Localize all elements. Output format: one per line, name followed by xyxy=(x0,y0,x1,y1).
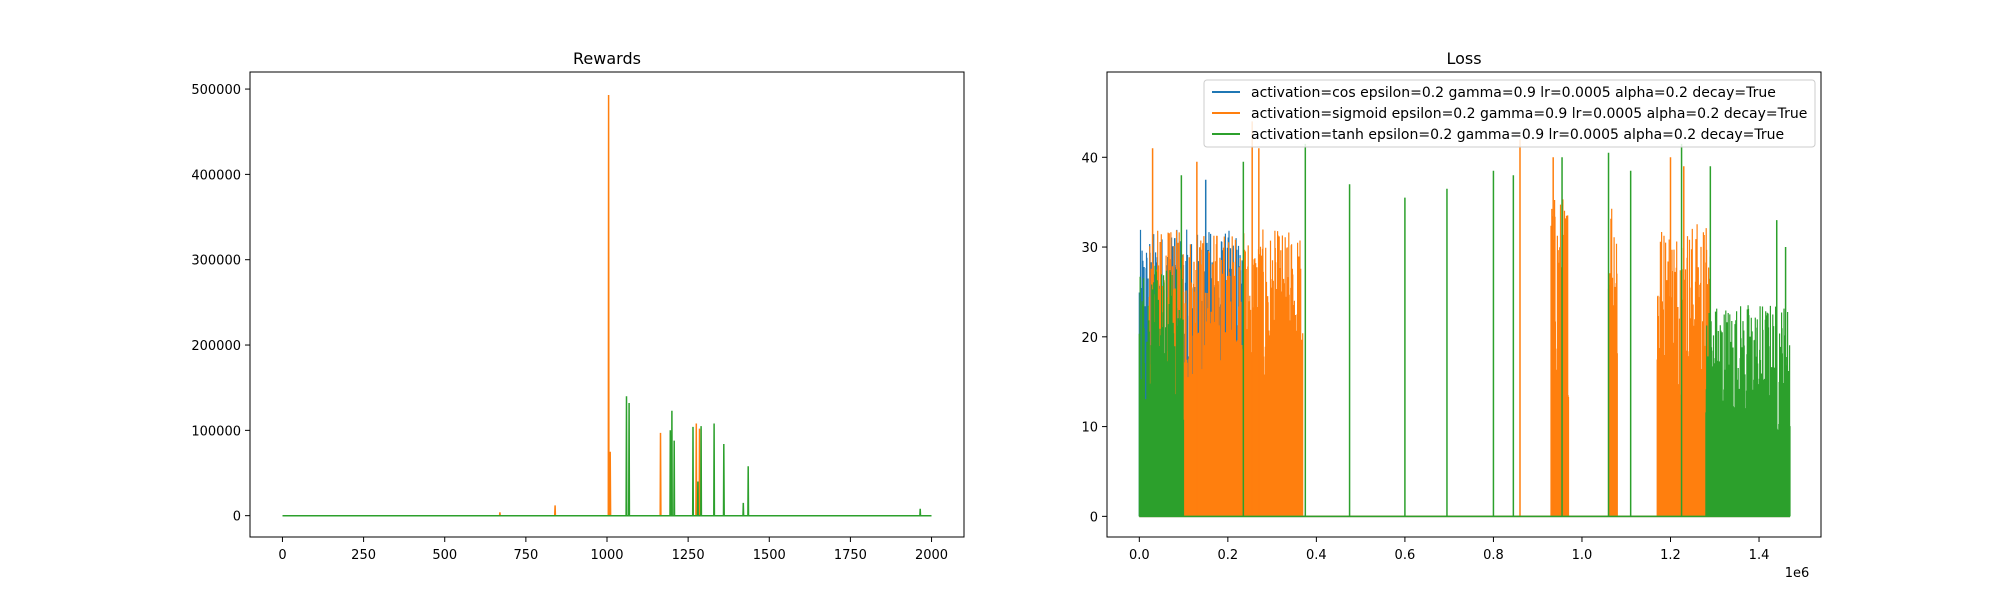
loss-x-tick-label: 0.8 xyxy=(1483,548,1504,563)
loss-x-tick-label: 1.2 xyxy=(1660,548,1681,563)
loss-y-tick-label: 20 xyxy=(1081,331,1098,346)
rewards-y-tick-label: 400000 xyxy=(191,168,241,183)
rewards-y-tick-label: 200000 xyxy=(191,339,241,354)
legend-label-cos: activation=cos epsilon=0.2 gamma=0.9 lr=… xyxy=(1251,85,1776,101)
loss-x-tick-label: 0.0 xyxy=(1129,548,1150,563)
rewards-x-tick-label: 500 xyxy=(432,548,457,563)
rewards-x-tick-label: 1500 xyxy=(753,548,786,563)
rewards-series-line-2 xyxy=(282,396,932,517)
legend-label-sigmoid: activation=sigmoid epsilon=0.2 gamma=0.9… xyxy=(1251,106,1807,122)
loss-series-2 xyxy=(1138,143,1791,518)
rewards-x-axis: 0 250 500 750 1000 1250 1500 1750 2000 xyxy=(278,537,948,563)
rewards-y-axis: 0 100000 200000 300000 400000 500000 xyxy=(191,83,250,525)
rewards-y-tick-label: 500000 xyxy=(191,83,241,98)
rewards-chart-title: Rewards xyxy=(573,49,641,68)
loss-y-tick-label: 10 xyxy=(1081,421,1098,436)
rewards-x-tick-label: 250 xyxy=(351,548,376,563)
loss-x-tick-label: 1.0 xyxy=(1572,548,1593,563)
rewards-x-tick-label: 1750 xyxy=(834,548,867,563)
rewards-x-tick-label: 0 xyxy=(278,548,286,563)
loss-x-tick-label: 0.2 xyxy=(1218,548,1239,563)
rewards-x-tick-label: 1250 xyxy=(672,548,705,563)
loss-x-axis: 0.0 0.2 0.4 0.6 0.8 1.0 1.2 1.4 xyxy=(1129,537,1769,563)
legend-label-tanh: activation=tanh epsilon=0.2 gamma=0.9 lr… xyxy=(1251,127,1784,143)
rewards-x-tick-label: 750 xyxy=(513,548,538,563)
loss-x-tick-label: 0.4 xyxy=(1306,548,1327,563)
loss-y-tick-label: 30 xyxy=(1081,241,1098,256)
loss-x-tick-label: 1.4 xyxy=(1749,548,1770,563)
rewards-y-tick-label: 0 xyxy=(233,510,241,525)
rewards-x-tick-label: 2000 xyxy=(915,548,948,563)
loss-chart-title: Loss xyxy=(1446,49,1481,68)
legend-frame xyxy=(1203,79,1816,148)
loss-series-block xyxy=(1656,224,1711,517)
loss-series-block xyxy=(1138,265,1185,517)
loss-y-axis: 0 10 20 30 40 xyxy=(1081,151,1107,525)
loss-chart: Loss 0.0 0.2 0.4 0.6 0.8 1.0 1.2 1.4 010203040 … xyxy=(1081,49,1822,581)
loss-x-offset-label: 1e6 xyxy=(1785,566,1810,581)
loss-x-tick-label: 0.6 xyxy=(1395,548,1416,563)
loss-series-block xyxy=(1705,305,1791,517)
rewards-chart: Rewards 0 250 500 750 1000 1250 1500 1750 2000 0… xyxy=(191,49,965,563)
rewards-plot-area xyxy=(282,94,932,517)
loss-y-tick-label: 0 xyxy=(1090,510,1098,525)
rewards-y-tick-label: 300000 xyxy=(191,254,241,269)
loss-axes-frame xyxy=(1106,71,1822,538)
rewards-axes-frame xyxy=(249,71,965,538)
rewards-x-tick-label: 1000 xyxy=(590,548,623,563)
loss-legend: activation=cos epsilon=0.2 gamma=0.9 lr=… xyxy=(1203,79,1816,148)
loss-y-tick-label: 40 xyxy=(1081,151,1098,166)
rewards-y-tick-label: 100000 xyxy=(191,424,241,439)
loss-plot-area xyxy=(1138,121,1791,518)
